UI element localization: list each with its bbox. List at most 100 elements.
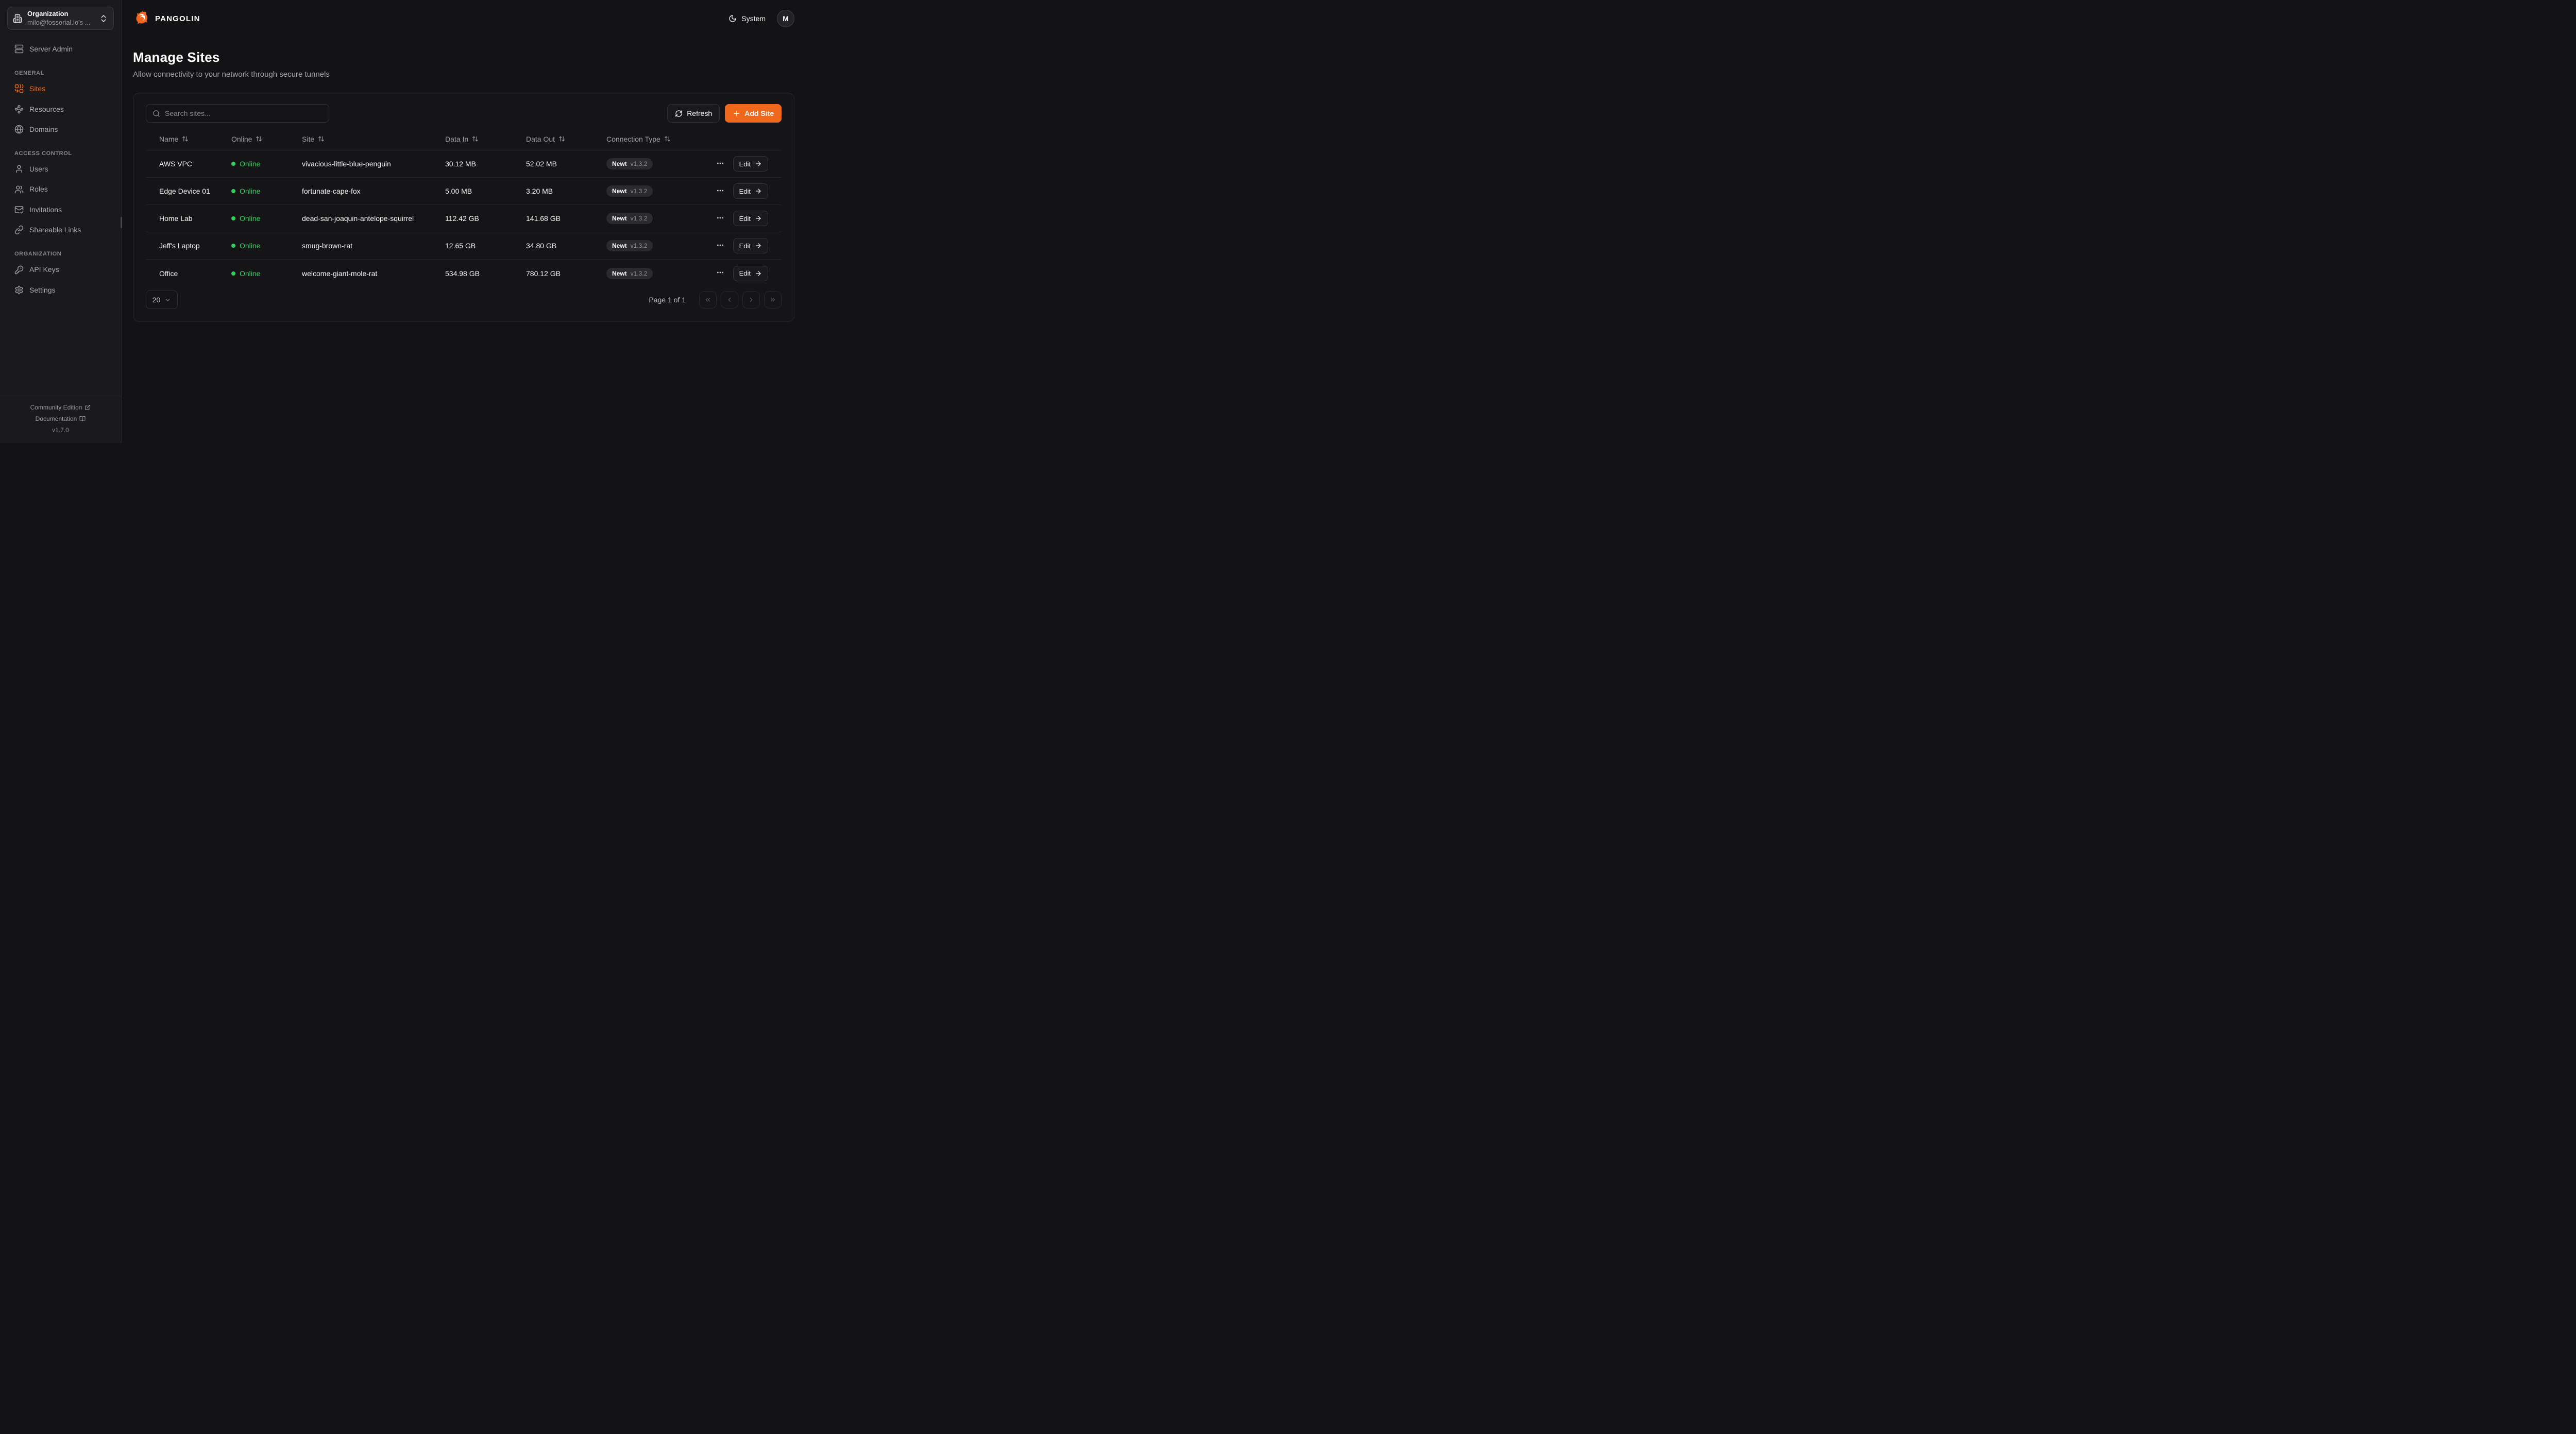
sidebar-item-roles[interactable]: Roles (7, 181, 114, 197)
sidebar-item-shareable-links[interactable]: Shareable Links (7, 222, 114, 237)
org-selector-value: milo@fossorial.io's ... (27, 18, 91, 26)
previous-page-button[interactable] (721, 291, 738, 309)
mail-check-icon (14, 205, 24, 214)
sidebar-item-settings[interactable]: Settings (7, 282, 114, 298)
edit-button[interactable]: Edit (733, 211, 768, 226)
row-menu-button[interactable] (715, 267, 725, 279)
resources-icon (14, 105, 24, 114)
refresh-button[interactable]: Refresh (667, 104, 720, 123)
sites-icon (14, 84, 24, 93)
add-site-button[interactable]: Add Site (725, 104, 782, 123)
org-selector[interactable]: Organization milo@fossorial.io's ... (7, 7, 114, 30)
column-header-data-in[interactable]: Data In (445, 135, 526, 143)
table-row-edge-device-01: Edge Device 01 Online fortunate-cape-fox 5.… (146, 178, 782, 205)
plus-icon (733, 110, 740, 117)
connection-type-badge: Newt v1.3.2 (606, 240, 653, 251)
first-page-button[interactable] (699, 291, 717, 309)
sidebar-item-label: API Keys (29, 265, 59, 274)
sidebar-item-resources[interactable]: Resources (7, 101, 114, 117)
search-input[interactable] (165, 109, 323, 117)
column-header-site[interactable]: Site (302, 135, 445, 143)
chevrons-up-down-icon (99, 14, 108, 23)
connection-type-badge: Newt v1.3.2 (606, 158, 653, 169)
sort-icon (558, 135, 565, 142)
sidebar-item-label: Domains (29, 125, 58, 133)
book-open-icon (79, 416, 86, 422)
sidebar-item-label: Resources (29, 105, 64, 113)
sort-icon (182, 135, 189, 142)
site-slug: smug-brown-rat (302, 242, 353, 250)
documentation-link[interactable]: Documentation (36, 413, 86, 424)
column-header-data-out[interactable]: Data Out (526, 135, 606, 143)
arrow-right-icon (755, 160, 762, 167)
sidebar-item-users[interactable]: Users (7, 161, 114, 177)
sites-table: Name Online Site Data In Data Out Connection … (146, 128, 782, 287)
sidebar-item-invitations[interactable]: Invitations (7, 202, 114, 217)
edit-button[interactable]: Edit (733, 238, 768, 253)
data-out-value: 141.68 GB (526, 214, 561, 223)
avatar[interactable]: M (777, 10, 794, 27)
edit-button[interactable]: Edit (733, 156, 768, 172)
edit-button[interactable]: Edit (733, 265, 768, 281)
data-in-value: 30.12 MB (445, 160, 476, 168)
theme-toggle[interactable]: System (728, 14, 766, 23)
chevron-right-icon (748, 296, 755, 303)
arrow-right-icon (755, 270, 762, 277)
last-page-button[interactable] (764, 291, 782, 309)
online-dot-icon (231, 216, 235, 220)
app-version: v1.7.0 (52, 426, 69, 434)
next-page-button[interactable] (742, 291, 760, 309)
connection-type-badge: Newt v1.3.2 (606, 213, 653, 224)
sidebar-item-sites[interactable]: Sites (7, 81, 114, 96)
online-dot-icon (231, 244, 235, 248)
data-in-value: 534.98 GB (445, 269, 480, 278)
pagination: 20 Page 1 of 1 (146, 291, 782, 309)
row-menu-button[interactable] (715, 185, 725, 197)
site-name: Office (159, 269, 178, 278)
site-name: Jeff's Laptop (159, 242, 200, 250)
search-icon (152, 110, 160, 117)
table-row-aws-vpc: AWS VPC Online vivacious-little-blue-pengu… (146, 150, 782, 178)
data-in-value: 12.65 GB (445, 242, 476, 250)
site-slug: fortunate-cape-fox (302, 187, 361, 195)
column-header-name[interactable]: Name (159, 135, 231, 143)
page-size-select[interactable]: 20 (146, 291, 178, 309)
community-edition-link[interactable]: Community Edition (30, 402, 91, 413)
column-header-online[interactable]: Online (231, 135, 302, 143)
sidebar-item-api-keys[interactable]: API Keys (7, 262, 114, 277)
arrow-right-icon (755, 215, 762, 222)
connection-type-badge: Newt v1.3.2 (606, 185, 653, 197)
status-badge: Online (231, 269, 302, 278)
site-slug: welcome-giant-mole-rat (302, 269, 378, 278)
sidebar-item-server-admin[interactable]: Server Admin (7, 41, 114, 57)
site-slug: vivacious-little-blue-penguin (302, 160, 391, 168)
table-row-office: Office Online welcome-giant-mole-rat 534.98… (146, 260, 782, 287)
online-dot-icon (231, 189, 235, 193)
page-subtitle: Allow connectivity to your network throu… (133, 70, 330, 79)
org-selector-label: Organization (27, 10, 69, 18)
sidebar-item-domains[interactable]: Domains (7, 122, 114, 137)
site-name: Home Lab (159, 214, 193, 223)
row-menu-button[interactable] (715, 213, 725, 225)
sidebar-item-label: Server Admin (29, 45, 73, 53)
online-dot-icon (231, 162, 235, 166)
table-row-home-lab: Home Lab Online dead-san-joaquin-antelope-… (146, 205, 782, 232)
column-header-connection-type[interactable]: Connection Type (606, 135, 768, 143)
row-menu-button[interactable] (715, 158, 725, 170)
edit-button[interactable]: Edit (733, 183, 768, 199)
brand[interactable]: PANGOLIN (133, 10, 200, 27)
page-title: Manage Sites (133, 49, 220, 65)
user-icon (14, 164, 24, 174)
link-icon (14, 225, 24, 235)
status-badge: Online (231, 187, 302, 195)
sidebar-item-label: Users (29, 165, 48, 174)
data-in-value: 112.42 GB (445, 214, 479, 223)
server-icon (14, 44, 24, 54)
row-menu-button[interactable] (715, 240, 725, 252)
users-icon (14, 185, 24, 194)
sidebar-nav: GENERAL Sites Resources Domains ACCESS CONTR… (7, 70, 114, 298)
page-content: Manage Sites Allow connectivity to your … (122, 37, 808, 322)
avatar-initial: M (783, 14, 789, 23)
refresh-icon (675, 110, 683, 117)
